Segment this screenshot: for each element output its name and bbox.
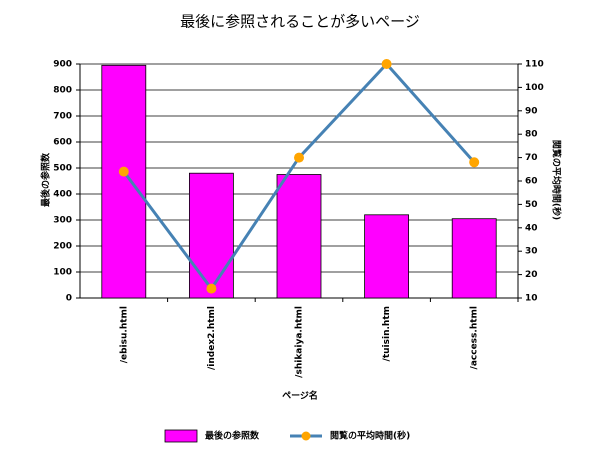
marker bbox=[469, 157, 480, 168]
y2-axis-label: 閲覧の平均時間(秒) bbox=[551, 140, 563, 220]
y2-tick-label: 60 bbox=[525, 177, 538, 187]
y-tick-label: 500 bbox=[53, 164, 72, 174]
marker bbox=[118, 166, 129, 177]
y-tick-label: 200 bbox=[53, 242, 72, 252]
y2-tick-label: 90 bbox=[525, 106, 538, 116]
y2-tick-label: 30 bbox=[525, 247, 538, 257]
x-axis-label: ページ名 bbox=[282, 390, 318, 402]
y2-tick-label: 80 bbox=[525, 130, 538, 140]
marker bbox=[381, 59, 392, 69]
marker bbox=[206, 283, 217, 294]
legend-label: 最後の参照数 bbox=[205, 430, 260, 442]
y2-tick-label: 10 bbox=[525, 294, 538, 304]
bar bbox=[276, 174, 322, 299]
bar bbox=[101, 64, 147, 299]
y2-tick-label: 100 bbox=[525, 83, 544, 93]
chart-title: 最後に参照されることが多いページ bbox=[180, 13, 420, 31]
x-tick-label: /shikaiya.html bbox=[295, 306, 305, 378]
y-axis-label: 最後の参照数 bbox=[40, 152, 52, 207]
y2-tick-label: 70 bbox=[525, 153, 538, 163]
y-tick-label: 0 bbox=[66, 294, 72, 304]
marker bbox=[294, 152, 304, 163]
legend-label: 閲覧の平均時間(秒) bbox=[330, 430, 410, 442]
x-tick-label: /access.html bbox=[470, 306, 480, 369]
y2-tick-label: 20 bbox=[525, 270, 538, 280]
y-tick-label: 300 bbox=[53, 216, 72, 226]
legend-marker bbox=[301, 431, 311, 441]
x-tick-label: /index2.html bbox=[207, 306, 217, 370]
y2-tick-label: 40 bbox=[525, 223, 538, 233]
y-tick-label: 600 bbox=[53, 138, 72, 148]
bar bbox=[188, 172, 234, 299]
y-tick-label: 900 bbox=[53, 60, 72, 70]
y-tick-label: 100 bbox=[53, 268, 72, 278]
y-tick-label: 400 bbox=[53, 190, 72, 200]
y2-tick-label: 110 bbox=[525, 60, 544, 70]
bar bbox=[451, 218, 497, 299]
legend-swatch bbox=[164, 429, 198, 443]
x-tick-label: /ebisu.html bbox=[119, 306, 129, 363]
bar bbox=[364, 214, 410, 299]
y-tick-label: 800 bbox=[53, 86, 72, 96]
x-tick-label: /tuisin.htm bbox=[382, 306, 392, 361]
y2-tick-label: 50 bbox=[525, 200, 538, 210]
y-tick-label: 700 bbox=[53, 112, 72, 122]
